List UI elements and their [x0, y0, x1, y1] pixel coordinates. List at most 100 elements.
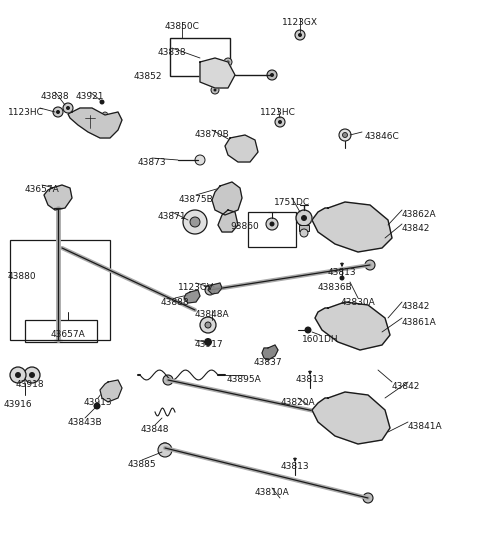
Text: 43875B: 43875B — [179, 195, 214, 204]
Bar — [10, 240, 110, 340]
Text: 43895A: 43895A — [227, 375, 262, 384]
Polygon shape — [312, 392, 390, 444]
Circle shape — [238, 144, 246, 152]
Text: 43850C: 43850C — [165, 22, 199, 31]
Circle shape — [29, 372, 35, 378]
Circle shape — [227, 61, 229, 63]
Text: 43813: 43813 — [281, 462, 309, 471]
Circle shape — [343, 132, 348, 138]
Circle shape — [102, 112, 108, 118]
Text: 43885: 43885 — [128, 460, 156, 469]
Circle shape — [66, 106, 70, 110]
Circle shape — [99, 100, 105, 105]
Polygon shape — [100, 380, 122, 402]
Circle shape — [205, 285, 215, 295]
Circle shape — [363, 493, 373, 503]
Text: 1123HC: 1123HC — [8, 108, 44, 117]
Text: 43843B: 43843B — [68, 418, 102, 427]
Circle shape — [296, 210, 312, 226]
Text: 43917: 43917 — [195, 340, 224, 349]
Circle shape — [56, 192, 64, 200]
Text: 43846C: 43846C — [365, 132, 400, 141]
Text: 1751DC: 1751DC — [274, 198, 310, 207]
Text: 43657A: 43657A — [50, 330, 85, 339]
Circle shape — [339, 129, 351, 141]
Circle shape — [267, 70, 277, 80]
Circle shape — [375, 420, 385, 430]
Text: 43848A: 43848A — [195, 310, 229, 319]
Text: 43842: 43842 — [402, 224, 431, 233]
Circle shape — [211, 86, 219, 94]
Text: 1601DH: 1601DH — [302, 335, 338, 344]
Text: 43861A: 43861A — [402, 318, 437, 327]
Circle shape — [224, 214, 232, 222]
Polygon shape — [218, 210, 238, 232]
Text: 43880: 43880 — [8, 272, 36, 281]
Text: 43873: 43873 — [138, 158, 166, 167]
Polygon shape — [200, 58, 235, 88]
Text: 43657A: 43657A — [24, 185, 60, 194]
Text: 1123GV: 1123GV — [178, 283, 214, 292]
Circle shape — [353, 413, 363, 423]
Circle shape — [304, 327, 312, 333]
Circle shape — [224, 58, 232, 66]
Text: 43838: 43838 — [41, 92, 69, 101]
Text: 43848: 43848 — [141, 425, 169, 434]
Text: 43871: 43871 — [158, 212, 186, 221]
Text: 43838: 43838 — [158, 48, 186, 57]
Circle shape — [365, 260, 375, 270]
Circle shape — [200, 317, 216, 333]
Text: 43841A: 43841A — [408, 422, 443, 431]
Polygon shape — [225, 135, 258, 162]
Circle shape — [56, 110, 60, 114]
Circle shape — [300, 229, 308, 237]
Circle shape — [204, 338, 212, 346]
Circle shape — [195, 155, 205, 165]
Text: 43862A: 43862A — [402, 210, 437, 219]
Text: 43918: 43918 — [16, 380, 44, 389]
Circle shape — [163, 375, 173, 385]
Circle shape — [15, 372, 21, 378]
Bar — [170, 38, 230, 76]
Polygon shape — [44, 185, 72, 210]
Text: 43810A: 43810A — [254, 488, 289, 497]
Circle shape — [214, 89, 216, 91]
Circle shape — [275, 117, 285, 127]
Circle shape — [298, 33, 302, 37]
Circle shape — [160, 443, 170, 453]
Circle shape — [205, 322, 211, 328]
Text: 1123GX: 1123GX — [282, 18, 318, 27]
Text: 43830A: 43830A — [341, 298, 375, 307]
Polygon shape — [184, 290, 200, 303]
Text: 43913: 43913 — [84, 398, 112, 407]
Circle shape — [295, 30, 305, 40]
Text: 43852: 43852 — [134, 72, 162, 81]
Circle shape — [24, 367, 40, 383]
Circle shape — [339, 276, 345, 280]
Polygon shape — [208, 283, 222, 294]
Text: 93860: 93860 — [230, 222, 259, 231]
Text: 43813: 43813 — [328, 268, 356, 277]
Text: 43842: 43842 — [402, 302, 431, 311]
Text: 43837: 43837 — [254, 358, 282, 367]
Polygon shape — [68, 108, 122, 138]
Text: 43842: 43842 — [392, 382, 420, 391]
Circle shape — [63, 103, 73, 113]
Circle shape — [53, 107, 63, 117]
Bar — [25, 320, 97, 342]
Text: 43921: 43921 — [76, 92, 104, 101]
Polygon shape — [212, 182, 242, 215]
Text: 43888: 43888 — [161, 298, 189, 307]
Text: 43813: 43813 — [296, 375, 324, 384]
Text: 43836B: 43836B — [318, 283, 352, 292]
Circle shape — [269, 222, 275, 226]
Text: 43916: 43916 — [4, 400, 32, 409]
Polygon shape — [262, 345, 278, 360]
Circle shape — [350, 320, 360, 330]
Bar — [299, 225, 309, 231]
Circle shape — [10, 367, 26, 383]
Circle shape — [190, 217, 200, 227]
Text: 1123HC: 1123HC — [260, 108, 296, 117]
Circle shape — [301, 215, 307, 221]
Circle shape — [158, 443, 172, 457]
